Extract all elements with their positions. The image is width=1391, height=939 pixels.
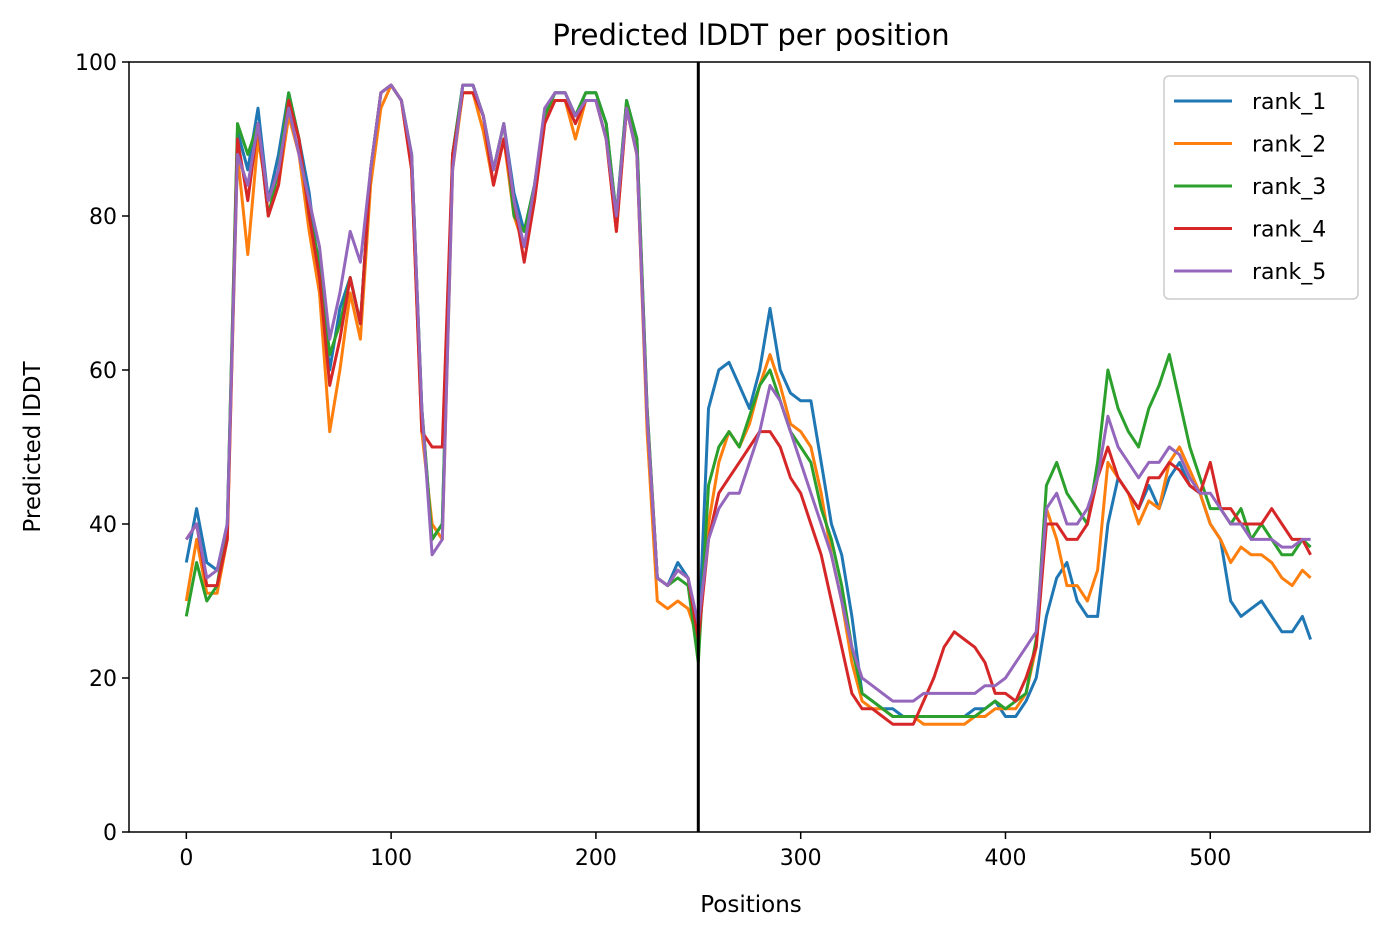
- y-tick-label: 80: [89, 205, 117, 230]
- legend: rank_1 rank_2 rank_3 rank_4 rank_5: [1163, 75, 1359, 300]
- x-tick-label: 100: [370, 846, 412, 871]
- x-tick-label: 0: [179, 846, 193, 871]
- series-line-rank_1: [184, 83, 1313, 718]
- y-tick-label: 60: [89, 359, 117, 384]
- x-tick-label: 500: [1189, 846, 1231, 871]
- legend-label-rank_5: rank_5: [1252, 260, 1326, 285]
- legend-label-rank_4: rank_4: [1252, 218, 1326, 243]
- legend-label-rank_1: rank_1: [1252, 90, 1326, 115]
- plot-frame: [128, 61, 1371, 833]
- plot-content: [184, 62, 1313, 832]
- legend-label-rank_3: rank_3: [1252, 175, 1326, 200]
- legend-box: [1163, 75, 1359, 300]
- y-tick-label: 40: [89, 513, 117, 538]
- chart-title: Predicted lDDT per position: [552, 18, 949, 52]
- legend-label-rank_2: rank_2: [1252, 133, 1326, 158]
- y-axis-label: Predicted lDDT: [20, 360, 46, 532]
- x-tick-label: 300: [780, 846, 822, 871]
- x-tick-label: 400: [984, 846, 1026, 871]
- y-tick-label: 0: [103, 821, 117, 846]
- y-tick-label: 20: [89, 667, 117, 692]
- axis-ticks: 0 100 200 300 400 500 0 20 40 60 80 100: [75, 51, 1231, 871]
- x-tick-label: 200: [575, 846, 617, 871]
- y-tick-label: 100: [75, 51, 117, 76]
- x-axis-label: Positions: [700, 892, 802, 918]
- series-line-rank_5: [185, 83, 1311, 703]
- series-line-rank_3: [184, 83, 1312, 718]
